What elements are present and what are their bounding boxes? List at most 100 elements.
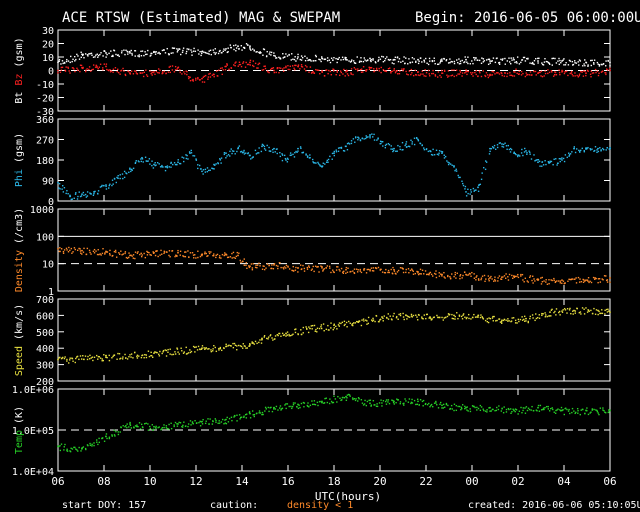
data-dot xyxy=(308,406,310,408)
data-dot xyxy=(328,59,331,61)
data-dot xyxy=(75,58,77,61)
data-dot xyxy=(119,358,121,360)
data-dot xyxy=(572,310,574,312)
data-dot xyxy=(151,52,153,55)
data-dot xyxy=(312,161,314,163)
data-dot xyxy=(476,406,478,409)
data-dot xyxy=(298,404,300,406)
data-dot xyxy=(158,163,160,165)
data-dot xyxy=(455,69,458,71)
data-dot xyxy=(192,423,194,425)
data-dot xyxy=(601,70,603,73)
data-dot xyxy=(227,51,229,53)
data-dot xyxy=(363,269,365,271)
data-dot xyxy=(173,71,176,73)
panel-frame xyxy=(57,208,611,292)
data-dot xyxy=(211,423,214,425)
data-dot xyxy=(576,74,578,77)
data-point xyxy=(537,161,539,164)
data-dot xyxy=(197,256,199,259)
data-dot xyxy=(506,148,508,150)
data-dot xyxy=(516,62,518,64)
data-dot xyxy=(578,149,580,152)
data-dot xyxy=(191,51,193,53)
data-dot xyxy=(403,68,405,70)
data-dot xyxy=(367,268,370,271)
data-dot xyxy=(305,326,307,328)
data-dot xyxy=(180,347,182,349)
data-dot xyxy=(320,324,323,326)
data-dot xyxy=(363,138,365,140)
data-dot xyxy=(140,255,143,258)
data-dot xyxy=(299,58,301,61)
data-dot xyxy=(422,73,424,75)
data-dot xyxy=(340,71,343,74)
data-dot xyxy=(236,345,238,347)
data-dot xyxy=(345,266,348,269)
data-dot xyxy=(317,163,320,165)
data-dot xyxy=(485,59,488,61)
data-dot xyxy=(113,178,116,180)
data-dot xyxy=(208,348,210,350)
data-dot xyxy=(474,71,476,74)
data-dot xyxy=(411,141,413,143)
data-dot xyxy=(370,58,372,61)
data-dot xyxy=(503,75,506,77)
data-dot xyxy=(185,346,187,349)
data-dot xyxy=(569,412,571,415)
data-dot xyxy=(308,266,311,268)
data-dot xyxy=(369,137,371,139)
data-dot xyxy=(132,257,135,259)
data-dot xyxy=(145,354,148,356)
data-dot xyxy=(77,195,79,198)
data-dot xyxy=(163,70,165,73)
data-dot xyxy=(461,277,463,279)
data-dot xyxy=(418,404,420,406)
data-dot xyxy=(184,251,186,253)
data-dot xyxy=(457,73,459,75)
data-dot xyxy=(159,350,161,353)
data-dot xyxy=(529,153,531,155)
data-dot xyxy=(348,143,351,145)
data-dot xyxy=(197,49,199,51)
data-dot xyxy=(205,252,207,255)
data-dot xyxy=(197,345,200,348)
data-dot xyxy=(565,70,568,73)
x-tick-label: 18 xyxy=(327,475,340,488)
data-dot xyxy=(151,164,153,167)
data-dot xyxy=(205,347,207,350)
data-dot xyxy=(134,161,137,164)
data-dot xyxy=(498,405,500,407)
data-dot xyxy=(607,308,609,310)
data-dot xyxy=(487,275,490,277)
data-dot xyxy=(117,433,120,436)
data-dot xyxy=(431,318,433,320)
data-point xyxy=(381,316,383,318)
data-dot xyxy=(432,148,434,151)
data-dot xyxy=(217,52,220,55)
data-dot xyxy=(199,425,202,427)
data-dot xyxy=(432,72,435,75)
data-dot xyxy=(170,161,172,164)
data-dot xyxy=(167,351,169,353)
data-dot xyxy=(234,153,236,155)
data-dot xyxy=(606,279,609,281)
data-dot xyxy=(207,348,209,350)
data-dot xyxy=(108,52,110,55)
data-dot xyxy=(192,50,195,52)
data-dot xyxy=(606,281,609,283)
data-dot xyxy=(547,62,550,64)
data-point xyxy=(153,352,155,355)
data-dot xyxy=(518,410,521,412)
data-dot xyxy=(572,63,575,66)
data-dot xyxy=(490,60,493,62)
data-point xyxy=(285,332,287,335)
data-dot xyxy=(351,397,354,399)
data-dot xyxy=(500,410,503,412)
data-dot xyxy=(170,162,172,165)
data-dot xyxy=(603,275,606,277)
data-dot xyxy=(347,267,349,269)
data-dot xyxy=(393,403,395,405)
data-dot xyxy=(106,437,108,440)
data-dot xyxy=(591,409,593,411)
